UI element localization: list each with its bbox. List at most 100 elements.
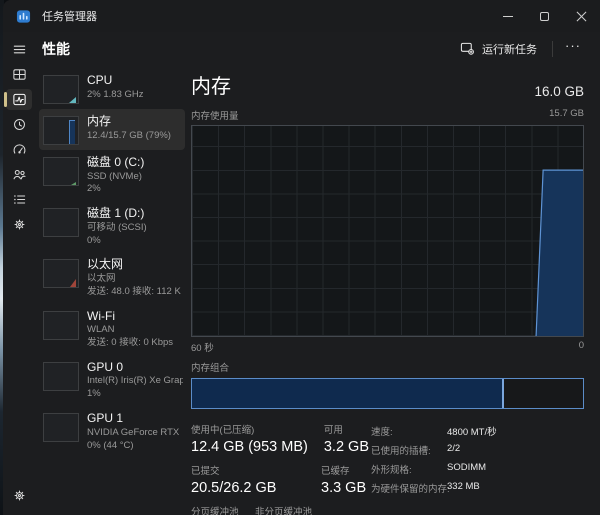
memory-usage-line (536, 170, 583, 336)
more-options-button[interactable]: ··· (565, 37, 581, 53)
stat-label-committed: 已提交 (191, 466, 220, 477)
memory-thumbnail (43, 116, 79, 145)
sidebar-item-title: 以太网 (87, 257, 124, 272)
desktop-background-sliver (0, 0, 4, 515)
performance-sidebar: CPU 2% 1.83 GHz 内存 12.4/15.7 GB (79%) (35, 65, 185, 515)
details-list-icon (12, 192, 27, 207)
run-new-task-button[interactable]: 运行新任务 (451, 36, 546, 62)
sidebar-item-sub: 2% 1.83 GHz (87, 88, 144, 100)
disk1-thumbnail (43, 208, 79, 238)
detail-label-slots-used: 已使用的插槽: (371, 446, 431, 457)
detail-value-slots-used: 2/2 (447, 443, 461, 454)
gpu0-thumbnail (43, 361, 79, 391)
sidebar-item-gpu-0[interactable]: GPU 0 Intel(R) Iris(R) Xe Grap 1% (39, 355, 185, 406)
sidebar-item-sub2: 0% (87, 234, 101, 246)
sidebar-item-ethernet[interactable]: 以太网 以太网 发送: 48.0 接收: 112 K (39, 252, 185, 303)
detail-value-hardware-reserved: 332 MB (447, 481, 480, 492)
sidebar-item-cpu[interactable]: CPU 2% 1.83 GHz (39, 68, 185, 109)
performance-icon (12, 92, 27, 107)
ethernet-thumbnail (43, 259, 79, 289)
stat-value-in-use: 12.4 GB (953 MB) (191, 439, 308, 455)
startup-gauge-icon (12, 142, 27, 157)
sidebar-item-title: 磁盘 1 (D:) (87, 206, 145, 221)
stat-label-cached: 已缓存 (321, 466, 350, 477)
nav-menu-button[interactable] (6, 39, 32, 60)
nav-item-app-history[interactable] (6, 114, 32, 135)
sidebar-item-title: GPU 0 (87, 359, 124, 374)
sidebar-item-sub2: 2% (87, 183, 101, 195)
sidebar-item-disk-1[interactable]: 磁盘 1 (D:) 可移动 (SCSI) 0% (39, 201, 185, 252)
sidebar-item-title: CPU (87, 73, 113, 87)
nav-rail (3, 32, 35, 515)
nav-item-services[interactable] (6, 214, 32, 235)
sidebar-item-sub: 可移动 (SCSI) (87, 221, 147, 233)
settings-gear-icon (12, 488, 27, 503)
sidebar-item-sub: 12.4/15.7 GB (79%) (87, 129, 171, 141)
memory-usage-area (536, 170, 583, 336)
minimize-button[interactable] (489, 0, 526, 32)
maximize-button[interactable] (526, 0, 563, 32)
task-manager-window: 任务管理器 (3, 0, 600, 515)
close-button[interactable] (563, 0, 600, 32)
content-header: 性能 运行新任务 ··· (35, 32, 600, 65)
memory-title: 内存 (191, 76, 231, 98)
cpu-spike (69, 97, 76, 103)
history-clock-icon (12, 117, 27, 132)
sidebar-item-title: Wi-Fi (87, 308, 115, 323)
window-controls (489, 0, 600, 32)
sidebar-item-sub: 以太网 (87, 273, 116, 285)
memory-hardware-details: 速度: 4800 MT/秒 已使用的插槽: 2/2 外形规格: SODIMM (371, 422, 497, 515)
sidebar-item-sub2: 发送: 0 接收: 0 Kbps (87, 337, 174, 349)
processes-icon (12, 67, 27, 82)
run-new-task-label: 运行新任务 (482, 43, 537, 56)
memory-total-capacity: 16.0 GB (534, 84, 584, 99)
detail-label-form-factor: 外形规格: (371, 465, 412, 476)
ethernet-spike (70, 279, 76, 288)
usage-chart-label: 内存使用量 (191, 111, 239, 122)
sidebar-item-sub2: 0% (44 °C) (87, 439, 134, 451)
window-title: 任务管理器 (42, 11, 97, 23)
gpu1-thumbnail (43, 413, 79, 443)
memory-usage-chart (191, 125, 584, 337)
nav-item-settings[interactable] (6, 485, 32, 506)
sidebar-item-sub2: 1% (87, 388, 101, 400)
stat-label-non-paged-pool: 非分页缓冲池 (254, 507, 312, 515)
wifi-thumbnail (43, 310, 79, 340)
stat-label-in-use: 使用中(已压缩) (191, 425, 255, 436)
disk0-thumbnail (43, 157, 79, 186)
composition-in-use-segment (192, 379, 502, 408)
memory-detail-pane: 内存 16.0 GB 内存使用量 15.7 GB (185, 65, 600, 515)
stat-label-paged-pool: 分页缓冲池 (191, 507, 239, 515)
cpu-thumbnail (43, 75, 79, 104)
sidebar-item-wifi[interactable]: Wi-Fi WLAN 发送: 0 接收: 0 Kbps (39, 304, 185, 355)
page-title: 性能 (42, 40, 70, 57)
nav-item-processes[interactable] (6, 64, 32, 85)
close-icon (576, 11, 587, 22)
sidebar-item-title: 内存 (87, 114, 112, 128)
sidebar-item-sub: Intel(R) Iris(R) Xe Grap (87, 375, 183, 387)
detail-label-speed: 速度: (371, 427, 393, 438)
nav-item-details[interactable] (6, 189, 32, 210)
memory-composition-bar (191, 378, 584, 409)
sidebar-item-disk-0[interactable]: 磁盘 0 (C:) SSD (NVMe) 2% (39, 150, 185, 201)
maximize-icon (540, 11, 549, 21)
nav-item-startup-apps[interactable] (6, 139, 32, 160)
detail-value-speed: 4800 MT/秒 (447, 427, 497, 438)
nav-item-users[interactable] (6, 164, 32, 185)
users-icon (12, 167, 27, 182)
x-axis-right-label: 0 (578, 340, 584, 351)
sidebar-item-sub: WLAN (87, 324, 115, 336)
composition-free-segment (504, 379, 583, 408)
composition-modified-divider (501, 379, 505, 408)
sidebar-item-sub: NVIDIA GeForce RTX (87, 426, 180, 438)
sidebar-item-gpu-1[interactable]: GPU 1 NVIDIA GeForce RTX 0% (44 °C) (39, 406, 185, 457)
usage-chart-max-label: 15.7 GB (549, 108, 584, 119)
header-actions: 运行新任务 ··· (451, 36, 590, 62)
nav-item-performance[interactable] (4, 89, 32, 110)
sidebar-item-title: GPU 1 (87, 411, 124, 426)
sidebar-item-memory[interactable]: 内存 12.4/15.7 GB (79%) (39, 109, 185, 150)
stat-label-available: 可用 (323, 425, 343, 436)
run-new-task-icon (460, 41, 475, 56)
header-separator (552, 40, 553, 57)
memory-stats-block: 使用中(已压缩) 12.4 GB (953 MB) 可用 3.2 GB (191, 422, 369, 515)
